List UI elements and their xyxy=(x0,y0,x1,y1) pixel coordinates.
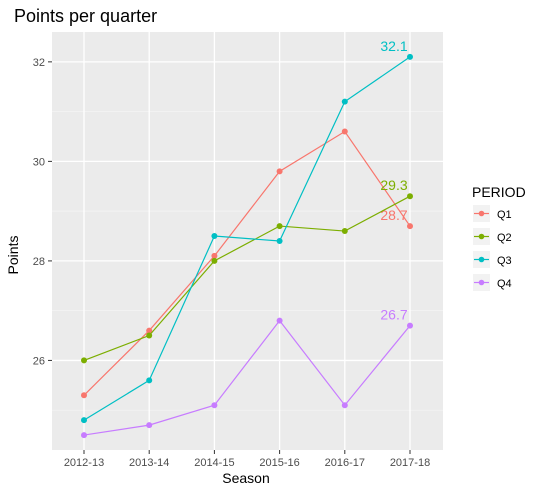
series-layer: 28.7 29.3 32.1 26.7 xyxy=(81,38,413,439)
x-tick-label: 2013-14 xyxy=(129,457,169,469)
data-point-q3 xyxy=(146,377,153,384)
legend-item-q2: Q2 xyxy=(473,228,512,245)
series-q4: 26.7 xyxy=(81,307,413,439)
data-point-q4 xyxy=(407,322,413,329)
data-point-q2 xyxy=(81,357,87,364)
series-line-q1 xyxy=(83,130,411,396)
legend-items: Q1 Q2 Q3 Q4 xyxy=(473,205,512,291)
data-point-q3 xyxy=(407,53,413,60)
plot-panel xyxy=(52,32,443,450)
data-point-q3 xyxy=(211,233,218,240)
data-point-q2 xyxy=(146,332,153,339)
end-label-q2: 29.3 xyxy=(380,177,407,193)
data-point-q3 xyxy=(276,238,283,244)
data-point-q4 xyxy=(146,422,153,429)
chart-title: Points per quarter xyxy=(14,6,157,26)
end-label-q4: 26.7 xyxy=(380,307,407,323)
x-tick-label: 2016-17 xyxy=(325,457,365,469)
series-q2: 29.3 xyxy=(81,177,413,364)
data-point-q2 xyxy=(276,223,283,230)
legend-label-q2: Q2 xyxy=(497,232,512,244)
data-point-q2 xyxy=(211,257,218,264)
legend-item-q4: Q4 xyxy=(473,274,512,291)
y-tick-label: 32 xyxy=(33,57,45,69)
x-tick-label: 2012-13 xyxy=(64,457,104,469)
data-point-q2 xyxy=(407,193,413,200)
series-line-q4 xyxy=(83,319,411,436)
series-q1: 28.7 xyxy=(81,128,413,399)
y-tick-label: 28 xyxy=(33,256,45,268)
data-point-q4 xyxy=(211,402,218,409)
legend-title: PERIOD xyxy=(472,184,526,200)
y-tick-label: 30 xyxy=(33,156,45,168)
y-axis-title: Points xyxy=(5,236,21,275)
data-point-q4 xyxy=(341,402,348,409)
series-line-q2 xyxy=(83,195,411,361)
data-point-q2 xyxy=(341,228,348,235)
x-tick-label: 2014-15 xyxy=(194,457,234,469)
x-tick-label: 2017-18 xyxy=(390,457,430,469)
series-line-q3 xyxy=(83,56,411,421)
legend-key-point-q1 xyxy=(478,210,485,217)
x-axis-title: Season xyxy=(222,470,269,486)
legend: PERIOD Q1 Q2 Q3 Q4 xyxy=(472,184,526,291)
data-point-q1 xyxy=(211,252,218,259)
data-point-q3 xyxy=(341,98,348,105)
data-point-q1 xyxy=(276,168,283,175)
legend-item-q3: Q3 xyxy=(473,251,512,268)
data-point-q4 xyxy=(81,432,87,439)
end-label-q1: 28.7 xyxy=(380,207,407,223)
end-label-q3: 32.1 xyxy=(380,38,407,54)
legend-key-point-q4 xyxy=(478,279,485,286)
legend-label-q3: Q3 xyxy=(497,255,512,267)
legend-item-q1: Q1 xyxy=(473,205,512,222)
series-q3: 32.1 xyxy=(81,38,413,424)
y-tick-label: 26 xyxy=(33,355,45,367)
legend-key-point-q2 xyxy=(478,233,485,240)
data-point-q3 xyxy=(81,417,87,424)
legend-label-q1: Q1 xyxy=(497,209,512,221)
data-point-q1 xyxy=(146,327,153,334)
axis-layer: 26 28 30 32 2012-13 2013-14 2014-15 2015-16 2016… xyxy=(33,57,430,469)
data-point-q1 xyxy=(81,392,87,399)
data-point-q1 xyxy=(407,223,413,230)
legend-label-q4: Q4 xyxy=(497,278,512,290)
legend-key-point-q3 xyxy=(478,256,485,263)
x-tick-label: 2015-16 xyxy=(259,457,299,469)
data-point-q4 xyxy=(276,317,283,324)
data-point-q1 xyxy=(341,128,348,135)
